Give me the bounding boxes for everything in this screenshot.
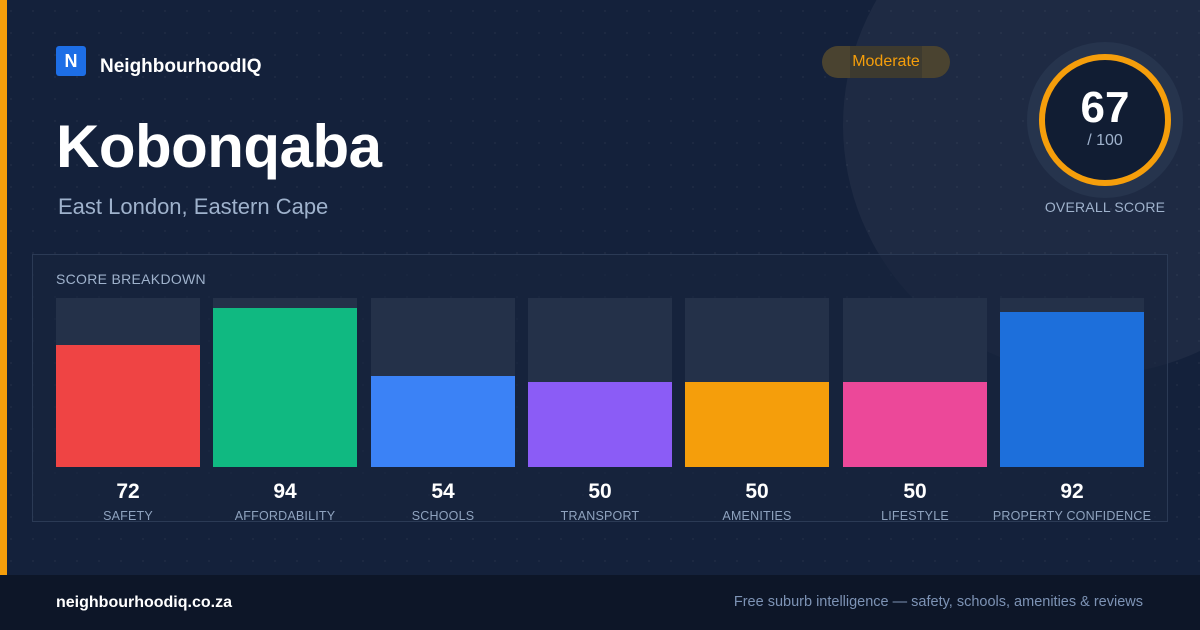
footer-url[interactable]: neighbourhoodiq.co.za — [56, 594, 232, 611]
overall-score-ring — [1039, 54, 1171, 186]
bar-label: SAFETY — [103, 509, 153, 523]
bar-fill — [685, 382, 829, 467]
bar-fill — [1000, 312, 1144, 467]
footer-tagline: Free suburb intelligence — safety, schoo… — [733, 594, 1143, 610]
bar-value: 50 — [745, 480, 769, 503]
rating-badge: Moderate — [822, 46, 950, 78]
overall-score-value: 67 — [1080, 83, 1130, 132]
brand-logo-icon: N — [56, 46, 86, 76]
bar-label: TRANSPORT — [560, 509, 640, 523]
overall-score-label: OVERALL SCORE — [1044, 199, 1166, 215]
bar-label: LIFESTYLE — [881, 509, 949, 523]
suburb-title: Kobonqaba — [56, 113, 382, 180]
bar-value: 50 — [588, 480, 612, 503]
bar-track — [56, 298, 200, 467]
accent-bar — [0, 0, 7, 575]
footer — [0, 575, 1200, 630]
bar-fill — [371, 376, 515, 467]
bar-fill — [213, 308, 357, 467]
bar-track — [1000, 298, 1144, 467]
bar-fill — [843, 382, 987, 467]
overall-score-max: / 100 — [1087, 132, 1123, 149]
bar-label: AMENITIES — [722, 509, 792, 523]
score-breakdown-title: SCORE BREAKDOWN — [56, 271, 206, 287]
bar-fill — [56, 345, 200, 467]
suburb-location: East London, Eastern Cape — [58, 194, 329, 219]
bar-fill — [528, 382, 672, 467]
bar-track — [528, 298, 672, 467]
bar-track — [685, 298, 829, 467]
bar-label: AFFORDABILITY — [234, 509, 336, 523]
bar-label: SCHOOLS — [411, 509, 475, 523]
brand-name: NeighbourhoodIQ — [100, 56, 262, 77]
bar-track — [371, 298, 515, 467]
bar-label: PROPERTY CONFIDENCE — [992, 509, 1152, 523]
bar-value: 92 — [1060, 480, 1084, 503]
bar-value: 50 — [903, 480, 927, 503]
bar-track — [843, 298, 987, 467]
bar-value: 72 — [116, 480, 140, 503]
bar-value: 54 — [431, 480, 455, 503]
bar-value: 94 — [273, 480, 297, 503]
bar-track — [213, 298, 357, 467]
